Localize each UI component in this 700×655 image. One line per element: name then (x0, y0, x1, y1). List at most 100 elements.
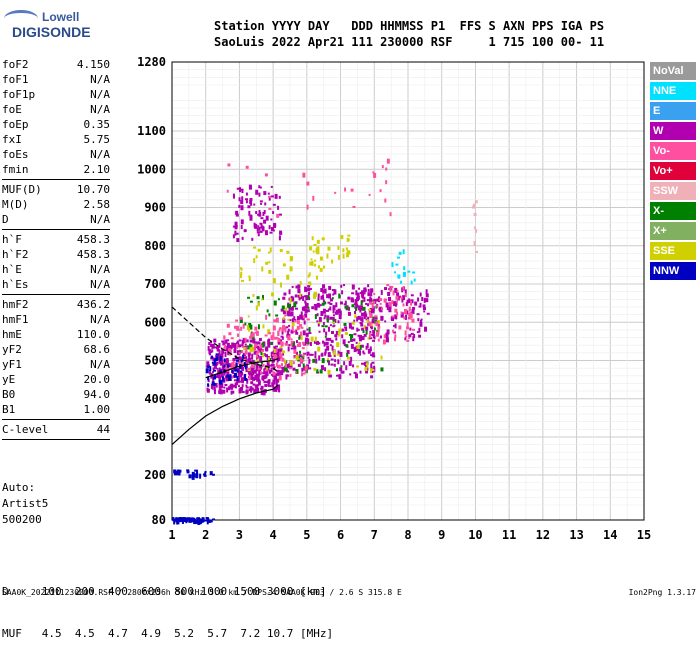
echo-point (270, 218, 273, 221)
echo-point (278, 389, 281, 393)
echo-point (276, 357, 279, 363)
echo-point (281, 366, 285, 369)
echo-point (308, 332, 312, 335)
echo-point (309, 341, 312, 346)
echo-point (325, 337, 329, 341)
echo-point (372, 171, 375, 174)
echo-point (178, 469, 182, 473)
echo-point (392, 290, 395, 296)
echo-point (270, 363, 274, 367)
param-row: h`F2 458.3 (2, 247, 110, 262)
echo-point (226, 342, 230, 348)
echo-point (252, 339, 255, 342)
echo-point (367, 288, 370, 292)
echo-point (394, 334, 397, 338)
echo-point (289, 297, 292, 303)
echo-point (254, 376, 258, 381)
echo-point (309, 261, 313, 266)
echo-point (334, 191, 337, 194)
echo-point (221, 359, 224, 364)
echo-point (241, 342, 244, 347)
echo-point (218, 343, 221, 349)
echo-point (254, 223, 258, 229)
echo-point (223, 335, 226, 340)
param-row: MUF(D) 10.70 (2, 182, 110, 197)
param-row: foF1 N/A (2, 72, 110, 87)
echo-point (255, 305, 258, 311)
echo-point (306, 318, 310, 321)
echo-point (253, 347, 256, 351)
x-tick-label: 12 (536, 528, 550, 542)
echo-point (395, 263, 399, 266)
echo-point (287, 304, 290, 308)
echo-point (291, 326, 294, 332)
echo-point (278, 375, 282, 381)
param-row: D N/A (2, 212, 110, 227)
echo-point (289, 303, 292, 309)
echo-point (210, 355, 213, 359)
echo-point (209, 471, 213, 476)
echo-point (233, 379, 237, 382)
echo-point (391, 316, 395, 321)
echo-point (285, 340, 288, 344)
echo-point (285, 375, 288, 380)
echo-point (327, 246, 331, 251)
echo-point (324, 325, 328, 328)
echo-point (370, 289, 374, 293)
echo-point (239, 387, 243, 392)
echo-point (340, 371, 344, 374)
echo-point (354, 310, 357, 314)
echo-point (230, 390, 233, 395)
echo-point (305, 302, 309, 308)
echo-point (217, 370, 221, 376)
header-line2: SaoLuis 2022 Apr21 111 230000 RSF 1 715 … (214, 35, 605, 49)
echo-point (381, 316, 384, 321)
echo-point (212, 362, 215, 366)
echo-point (347, 250, 351, 255)
echo-point (265, 370, 269, 373)
echo-point (289, 364, 293, 368)
echo-point (220, 383, 224, 389)
echo-point (352, 205, 356, 208)
echo-point (411, 318, 415, 323)
echo-point (395, 301, 398, 304)
echo-point (286, 250, 290, 254)
echo-point (296, 357, 300, 360)
echo-point (328, 286, 332, 291)
param-row: hmE 110.0 (2, 327, 110, 342)
echo-point (398, 325, 402, 330)
echo-point (221, 379, 225, 382)
echo-point (391, 300, 394, 305)
echo-point (263, 375, 267, 380)
echo-point (346, 237, 349, 242)
echo-point (302, 363, 305, 368)
echo-point (231, 342, 235, 348)
echo-point (410, 280, 413, 285)
echo-point (414, 301, 418, 306)
param-value: N/A (90, 73, 110, 86)
echo-point (418, 334, 422, 338)
echo-point (275, 349, 278, 353)
echo-point (242, 354, 246, 357)
echo-point (304, 313, 308, 318)
echo-point (366, 319, 369, 324)
echo-point (281, 336, 284, 340)
echo-point (404, 330, 407, 336)
echo-point (276, 213, 280, 218)
echo-point (375, 331, 379, 337)
echo-point (263, 210, 266, 215)
param-label: M(D) (2, 198, 29, 211)
echo-point (281, 363, 284, 367)
echo-point (326, 253, 329, 259)
echo-point (314, 263, 317, 267)
echo-point (274, 374, 278, 380)
echo-point (266, 309, 269, 313)
echo-point (253, 246, 257, 249)
echo-point (291, 322, 295, 327)
echo-point (337, 254, 340, 260)
echo-point (317, 296, 320, 301)
param-separator (2, 419, 110, 420)
echo-point (173, 469, 177, 474)
echo-point (308, 272, 311, 277)
echo-point (316, 302, 320, 307)
